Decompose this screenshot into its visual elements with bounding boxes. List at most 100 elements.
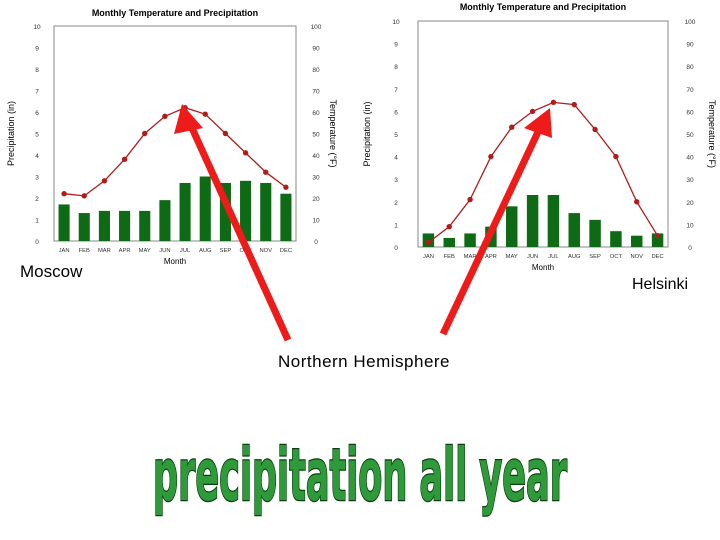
y-tick-label: 1 <box>394 222 398 229</box>
y-tick-label: 5 <box>35 132 39 139</box>
location-label-moscow: Moscow <box>20 262 83 281</box>
y-tick-label: 8 <box>35 67 39 74</box>
y2-axis-label: Temperature (°F) <box>328 99 338 167</box>
y2-tick-label: 80 <box>686 64 694 71</box>
temperature-point <box>592 126 598 133</box>
x-axis-label: Month <box>164 257 186 266</box>
precip-bar <box>589 219 601 247</box>
precip-bar <box>610 231 622 247</box>
y-tick-label: 0 <box>394 245 398 252</box>
precip-bar <box>159 200 171 241</box>
x-tick-label: APR <box>119 248 131 254</box>
precip-bar <box>651 233 664 247</box>
location-label-helsinki: Helsinki <box>632 276 689 293</box>
y-tick-label: 7 <box>35 89 39 96</box>
y2-tick-label: 20 <box>686 200 694 207</box>
y-tick-label: 4 <box>35 153 39 160</box>
y-tick-label: 6 <box>394 109 398 116</box>
y2-tick-label: 100 <box>685 19 696 26</box>
temperature-point <box>613 153 619 160</box>
temperature-point <box>571 101 577 108</box>
y-tick-label: 6 <box>35 110 39 117</box>
y-tick-label: 3 <box>394 177 398 184</box>
x-tick-label: MAY <box>139 248 151 254</box>
chart-title: Monthly Temperature and Precipitation <box>92 8 258 18</box>
y2-tick-label: 100 <box>311 24 322 31</box>
y2-tick-label: 10 <box>312 218 320 225</box>
precip-bar <box>139 210 151 241</box>
precip-bar <box>98 210 110 241</box>
y-tick-label: 9 <box>35 46 39 53</box>
headline-text: precipitation all year <box>153 433 567 517</box>
y2-tick-label: 90 <box>312 46 320 53</box>
y-tick-label: 8 <box>394 64 398 71</box>
precip-bar <box>179 182 191 241</box>
y2-tick-label: 10 <box>686 222 694 229</box>
temperature-point <box>121 156 128 162</box>
x-tick-label: MAR <box>98 248 111 254</box>
temperature-point <box>81 193 87 199</box>
y-tick-label: 3 <box>35 175 39 182</box>
x-tick-label: JAN <box>59 248 70 254</box>
y2-tick-label: 40 <box>686 155 694 162</box>
temperature-point <box>202 111 208 117</box>
x-tick-label: FEB <box>79 248 90 254</box>
precip-bar <box>547 195 560 247</box>
y-tick-label: 5 <box>394 132 398 139</box>
x-tick-label: DEC <box>651 254 663 260</box>
x-tick-label: JUL <box>548 254 559 260</box>
y-axis-label: Precipitation (in) <box>6 101 16 166</box>
y-tick-label: 2 <box>35 196 39 203</box>
temperature-point <box>162 113 168 120</box>
y-tick-label: 0 <box>35 239 39 246</box>
y-tick-label: 10 <box>392 19 400 26</box>
x-tick-label: JAN <box>423 254 434 260</box>
precip-bar <box>58 204 70 241</box>
y2-tick-label: 50 <box>686 132 694 139</box>
y2-tick-label: 70 <box>312 89 320 96</box>
y2-tick-label: 90 <box>686 42 694 49</box>
y2-tick-label: 60 <box>312 110 320 117</box>
y2-axis-label: Temperature (°F) <box>707 100 717 168</box>
temperature-point <box>654 233 661 239</box>
temperature-point <box>634 199 640 205</box>
y-tick-label: 2 <box>394 200 398 207</box>
x-tick-label: JUL <box>180 248 191 254</box>
temperature-point <box>101 178 108 184</box>
y-tick-label: 7 <box>394 87 398 94</box>
y-tick-label: 1 <box>35 218 39 225</box>
x-tick-label: NOV <box>630 254 643 260</box>
y2-tick-label: 20 <box>312 196 320 203</box>
temperature-point <box>142 130 148 137</box>
x-axis-label: Month <box>532 263 554 272</box>
x-tick-label: AUG <box>568 254 581 260</box>
y2-tick-label: 40 <box>312 153 320 160</box>
y2-tick-label: 30 <box>686 177 694 184</box>
temperature-point <box>425 239 432 246</box>
precip-bar <box>631 235 643 247</box>
y-tick-label: 9 <box>394 42 398 49</box>
y2-tick-label: 60 <box>686 109 694 116</box>
precip-bar <box>568 213 580 247</box>
y2-tick-label: 80 <box>312 67 320 74</box>
y2-tick-label: 50 <box>312 132 320 139</box>
chart-title: Monthly Temperature and Precipitation <box>460 2 626 12</box>
x-tick-label: SEP <box>589 254 601 260</box>
plot-area-frame <box>417 20 669 248</box>
y2-tick-label: 70 <box>686 87 694 94</box>
x-tick-label: JUN <box>159 248 170 254</box>
temperature-point <box>550 99 557 106</box>
precip-bar <box>119 210 131 241</box>
temperature-point <box>61 191 67 197</box>
y2-tick-label: 0 <box>314 239 318 246</box>
y2-tick-label: 0 <box>688 245 692 252</box>
temperature-point <box>509 124 515 130</box>
y-tick-label: 4 <box>394 155 398 162</box>
precip-bar <box>78 213 90 241</box>
y-axis-label: Precipitation (in) <box>362 101 372 166</box>
hemisphere-label: Northern Hemisphere <box>278 352 451 371</box>
plot-area-frame <box>53 25 297 242</box>
y-tick-label: 10 <box>33 24 41 31</box>
y2-tick-label: 30 <box>312 175 320 182</box>
